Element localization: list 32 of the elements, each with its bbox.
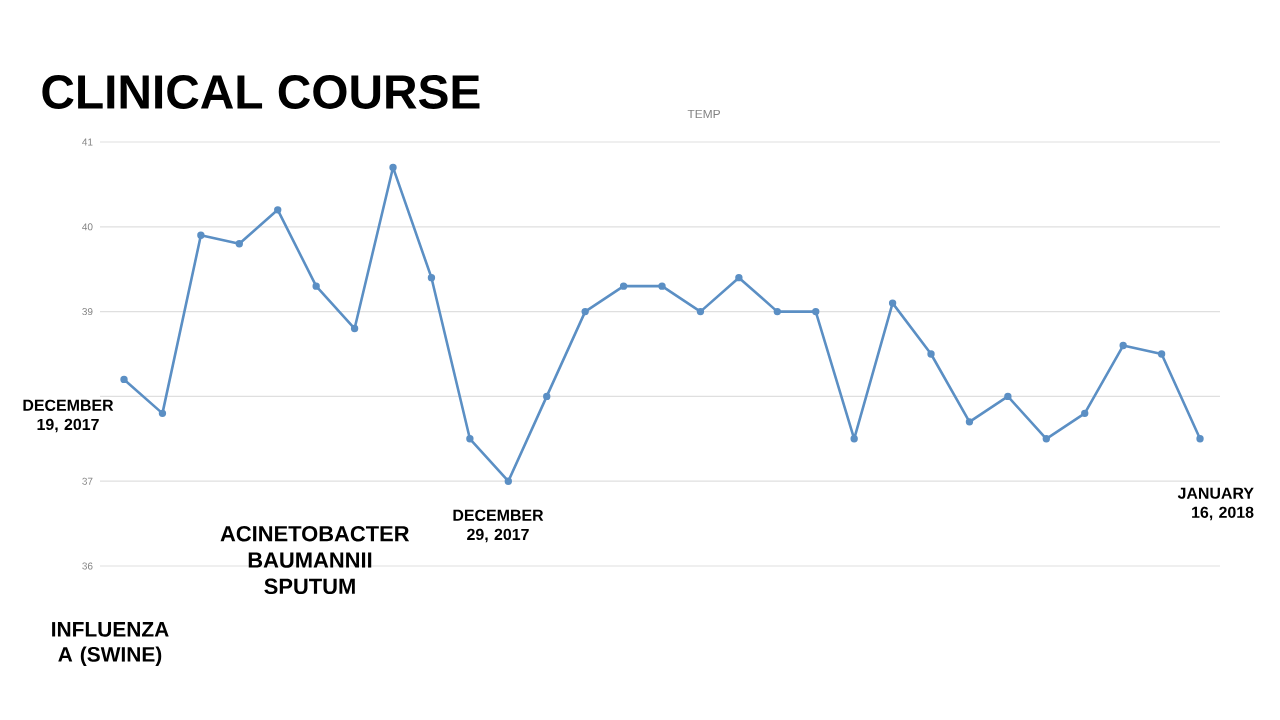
point bbox=[1004, 392, 1012, 401]
point bbox=[812, 307, 820, 316]
point bbox=[235, 240, 243, 248]
point bbox=[543, 392, 551, 401]
point bbox=[965, 418, 974, 426]
chart-title: CLINICAL COURSE bbox=[42, 75, 480, 109]
point bbox=[504, 477, 512, 485]
point bbox=[1196, 435, 1204, 443]
point bbox=[1157, 350, 1166, 358]
point bbox=[619, 282, 628, 290]
point bbox=[1042, 435, 1051, 443]
point bbox=[888, 299, 897, 307]
point bbox=[158, 409, 167, 418]
point bbox=[773, 307, 781, 316]
point bbox=[735, 273, 743, 282]
point bbox=[466, 435, 474, 443]
point bbox=[696, 307, 705, 316]
text: INFLUENZA A (SWINE) bbox=[52, 622, 169, 666]
point bbox=[1119, 341, 1127, 350]
point bbox=[312, 282, 320, 290]
point bbox=[389, 163, 397, 172]
point bbox=[581, 307, 589, 316]
annotation: ACINETOBACTER BAUMANNII SPUTUM bbox=[220, 525, 410, 595]
point bbox=[120, 375, 128, 384]
point bbox=[1081, 409, 1089, 418]
point bbox=[850, 435, 858, 443]
point bbox=[427, 273, 436, 282]
point bbox=[350, 324, 359, 333]
point bbox=[927, 350, 935, 358]
point bbox=[274, 206, 282, 214]
point bbox=[658, 282, 666, 290]
point bbox=[197, 231, 205, 239]
